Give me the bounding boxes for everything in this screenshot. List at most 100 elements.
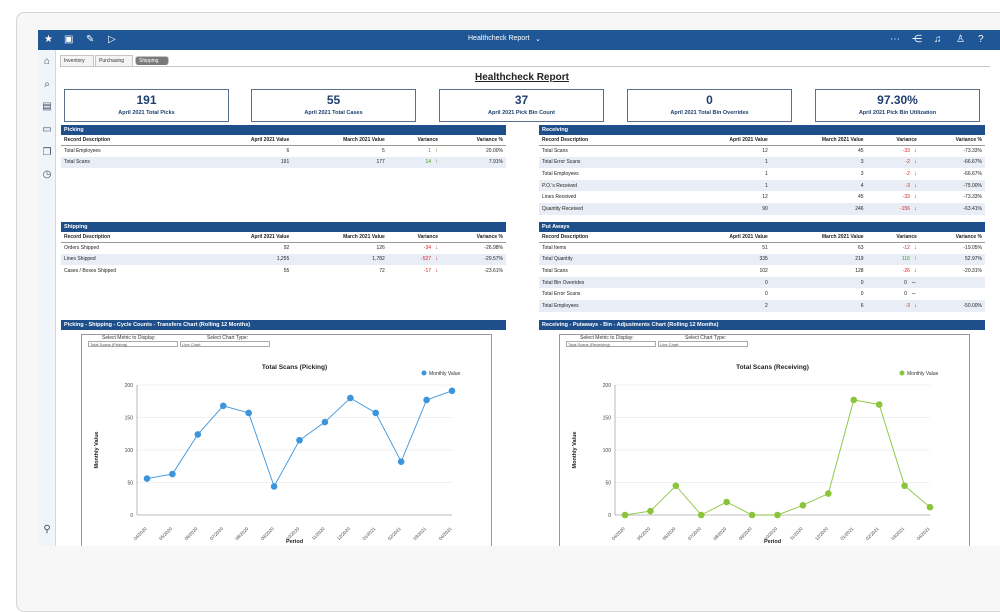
- column-header[interactable]: April 2021 Value: [203, 135, 293, 146]
- y-tick-label: 100: [603, 448, 612, 454]
- table-cell-variance: -156 ↓: [866, 202, 920, 215]
- chart-type-select[interactable]: Line Chart: [180, 341, 270, 347]
- column-header[interactable]: April 2021 Value: [681, 232, 771, 243]
- help-icon[interactable]: ?: [978, 34, 984, 45]
- table-cell-mar: 128: [855, 267, 864, 274]
- folder-icon[interactable]: ▭: [42, 124, 52, 135]
- table-cell-pct: 7.91%: [441, 156, 506, 169]
- home-icon[interactable]: ⌂: [43, 56, 51, 67]
- arrow-down-icon: ↓: [435, 267, 439, 274]
- more-icon[interactable]: ⋯: [890, 34, 900, 45]
- table-row: Lines Shipped 1,255 1,782 -527 ↓ -29.57%: [61, 253, 506, 266]
- kpi-value: 0: [706, 93, 713, 107]
- picking-chart-panel: Picking - Shipping - Cycle Counts - Tran…: [61, 320, 506, 330]
- kpi-label: April 2021 Pick Bin Utilization: [858, 110, 937, 116]
- arrow-down-icon: ↓: [913, 182, 917, 189]
- y-tick-label: 150: [125, 416, 134, 422]
- table-cell-variance: 0 ⇔: [867, 288, 920, 300]
- x-tick-label: 09/2020: [738, 526, 753, 541]
- kpi-label: April 2021 Total Picks: [118, 110, 175, 116]
- data-point: [774, 511, 781, 519]
- save-icon[interactable]: ▣: [64, 34, 74, 45]
- table-cell-variance: -34 ↓: [388, 242, 441, 254]
- table-cell-apr: 90: [681, 202, 771, 215]
- data-point: [621, 511, 629, 519]
- column-header[interactable]: March 2021 Value: [292, 135, 388, 146]
- column-header[interactable]: Record Description: [61, 135, 204, 146]
- tab-purchasing[interactable]: Purchasing: [95, 55, 133, 66]
- clock-icon[interactable]: ◷: [42, 169, 52, 180]
- table-cell-mar: 219: [770, 253, 867, 266]
- column-header[interactable]: Variance %: [919, 232, 985, 243]
- column-header[interactable]: Record Description: [539, 232, 682, 243]
- y-tick-label: 50: [605, 481, 611, 487]
- metric-select[interactable]: Total Scans (Picking): [88, 341, 178, 347]
- column-header[interactable]: Variance %: [441, 232, 506, 243]
- tab-shipping[interactable]: Shipping: [135, 56, 169, 65]
- chevron-down-icon[interactable]: ⌄: [535, 36, 541, 43]
- table-cell-variance: 116 ↑: [866, 253, 920, 266]
- arrow-down-icon: ↓: [913, 302, 917, 309]
- column-header[interactable]: Variance: [866, 232, 920, 243]
- book-icon[interactable]: ❐: [42, 147, 52, 158]
- table-cell-desc: P.O.'s Received: [539, 179, 682, 192]
- column-header[interactable]: March 2021 Value: [292, 232, 388, 243]
- column-header[interactable]: April 2021 Value: [681, 135, 771, 146]
- panel-title: Picking - Shipping - Cycle Counts - Tran…: [61, 320, 506, 330]
- table-cell-mar: 246: [770, 202, 867, 215]
- variance-value: -12: [902, 245, 910, 252]
- metric-select[interactable]: Total Scans (Receiving): [566, 341, 656, 347]
- arrow-down-icon: ↓: [913, 267, 917, 274]
- table-cell-mar: 0: [770, 276, 867, 289]
- column-header[interactable]: Variance: [387, 232, 442, 243]
- column-header[interactable]: Variance %: [919, 135, 985, 146]
- table-cell-pct: -50.00%: [919, 299, 985, 312]
- x-tick-label: 08/2020: [712, 526, 727, 541]
- variance-value: 1: [428, 148, 432, 155]
- data-point: [397, 458, 405, 465]
- table-row: Lines Received 12 45 -33 ↓ -73.33%: [539, 191, 985, 203]
- column-header[interactable]: Record Description: [61, 232, 204, 243]
- search-icon[interactable]: ⌕: [44, 79, 50, 90]
- column-header[interactable]: Variance %: [441, 135, 506, 146]
- column-header[interactable]: March 2021 Value: [770, 135, 867, 146]
- data-point: [423, 396, 430, 404]
- window-title[interactable]: Healthcheck Report: [468, 35, 530, 42]
- table-row: Total Employees 2 6 -3 ↓ -50.00%: [539, 299, 985, 312]
- chart-type-label: Select Chart Type:: [207, 335, 249, 341]
- table-cell-mar: 72: [379, 267, 385, 274]
- table-row: Total Quantity 335 219 116 ↑ 52.97%: [539, 253, 985, 266]
- table-cell-variance: -33 ↓: [867, 145, 920, 157]
- arrow-up-icon: ↑: [435, 148, 439, 155]
- table-cell-pct: -19.05%: [963, 245, 982, 252]
- chart-type-select[interactable]: Line Chart: [658, 341, 748, 347]
- edit-icon[interactable]: ✎: [86, 34, 95, 45]
- x-tick-label: 01/2021: [361, 526, 376, 541]
- column-header[interactable]: April 2021 Value: [203, 232, 293, 243]
- table-cell-variance: -33 ↓: [867, 191, 920, 203]
- share-icon[interactable]: ⋲: [912, 34, 922, 45]
- x-tick-label: 11/2020: [789, 526, 804, 541]
- y-tick-label: 0: [608, 513, 611, 519]
- table-cell-pct: -75.00%: [919, 179, 985, 192]
- table-cell-variance: -2 ↓: [867, 168, 920, 180]
- report-icon[interactable]: ▤: [42, 101, 52, 112]
- table-cell-desc: Total Scans: [542, 267, 568, 274]
- column-header[interactable]: Variance: [387, 135, 442, 146]
- kpi-bin-overrides: 0 April 2021 Total Bin Overrides: [627, 89, 792, 122]
- column-header[interactable]: Variance: [866, 135, 920, 146]
- play-icon[interactable]: ▷: [108, 34, 116, 45]
- user-icon[interactable]: ♙: [956, 34, 965, 45]
- user-settings-icon[interactable]: ⚲: [43, 524, 51, 535]
- bell-icon[interactable]: ♫: [934, 34, 942, 45]
- tab-inventory[interactable]: Inventory: [60, 55, 94, 66]
- column-header[interactable]: Record Description: [539, 135, 682, 146]
- putaways-table: Record Description April 2021 Value March …: [539, 232, 985, 312]
- data-point: [245, 409, 252, 417]
- column-header[interactable]: March 2021 Value: [770, 232, 867, 243]
- arrows-flat-icon: ⇔: [910, 291, 917, 298]
- table-cell-variance: 14 ↑: [387, 156, 442, 169]
- x-tick-label: 07/2020: [687, 526, 702, 541]
- table-cell-pct: -73.33%: [963, 148, 982, 155]
- top-bar: ★ ▣ ✎ ▷ Healthcheck Report ⌄ ⋯ ⋲ ♫ ♙ ?: [38, 30, 1000, 50]
